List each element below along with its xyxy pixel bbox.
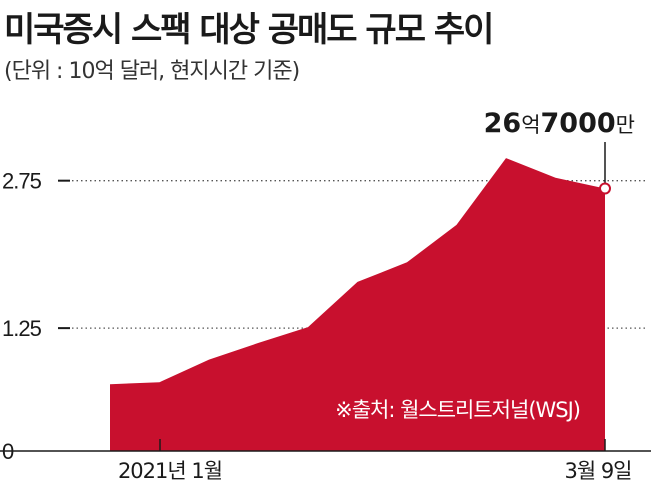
chart-title: 미국증시 스팩 대상 공매도 규모 추이 <box>4 10 494 50</box>
callout-unit-2: 만 <box>616 113 635 137</box>
y-tick-label: 2.75 <box>2 169 42 194</box>
last-value-label: 26억7000만 <box>484 108 635 139</box>
area-series <box>110 158 605 451</box>
callout-number-2: 7000 <box>541 108 616 139</box>
callout-unit-1: 억 <box>521 113 540 137</box>
y-axis: 2.751.250 <box>2 169 70 464</box>
y-tick-label: 1.25 <box>2 316 42 341</box>
x-tick-label: 2021년 1월 <box>118 459 222 483</box>
x-axis: 2021년 1월 3월 9일 <box>118 439 633 483</box>
source-note: ※출처: 월스트리트저널(WSJ) <box>335 398 580 422</box>
chart-subtitle: (단위 : 10억 달러, 현지시간 기준) <box>4 59 300 84</box>
callout-number-1: 26 <box>484 108 522 139</box>
last-point-marker <box>599 182 611 195</box>
x-tick-label: 3월 9일 <box>564 459 631 483</box>
